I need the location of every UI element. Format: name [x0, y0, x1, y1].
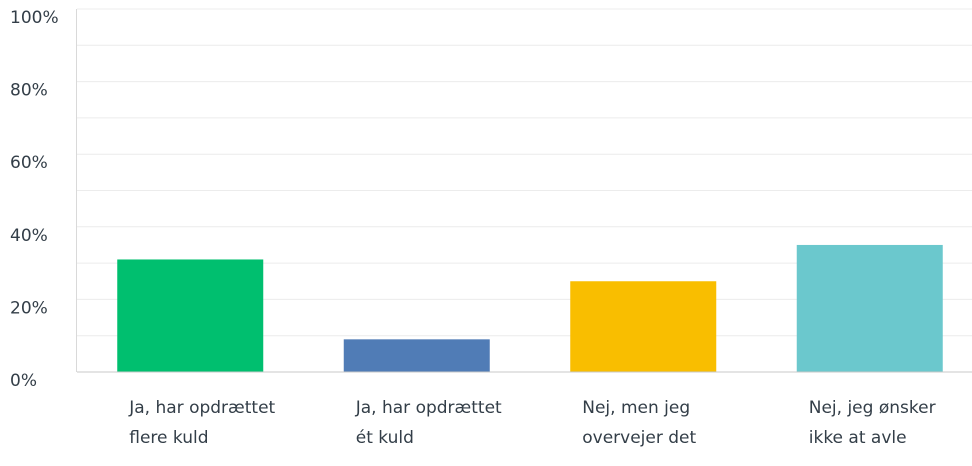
y-tick-label: 60% [10, 153, 48, 173]
x-tick-label: Nej, men jeg overvejer det [582, 398, 697, 448]
x-tick-label: Ja, har opdrættet flere kuld [129, 398, 276, 448]
y-tick-label: 0% [10, 371, 37, 391]
y-tick-label: 40% [10, 226, 48, 246]
bar [570, 281, 717, 372]
bar [117, 259, 264, 372]
y-tick-label: 80% [10, 81, 48, 101]
bar [796, 244, 943, 372]
x-tick-label: Ja, har opdrættet ét kuld [355, 398, 502, 448]
x-tick-label: Nej, jeg ønsker ikke at avle [808, 398, 936, 448]
y-tick-label: 100% [10, 8, 59, 28]
bar [343, 339, 490, 372]
y-tick-label: 20% [10, 298, 48, 318]
